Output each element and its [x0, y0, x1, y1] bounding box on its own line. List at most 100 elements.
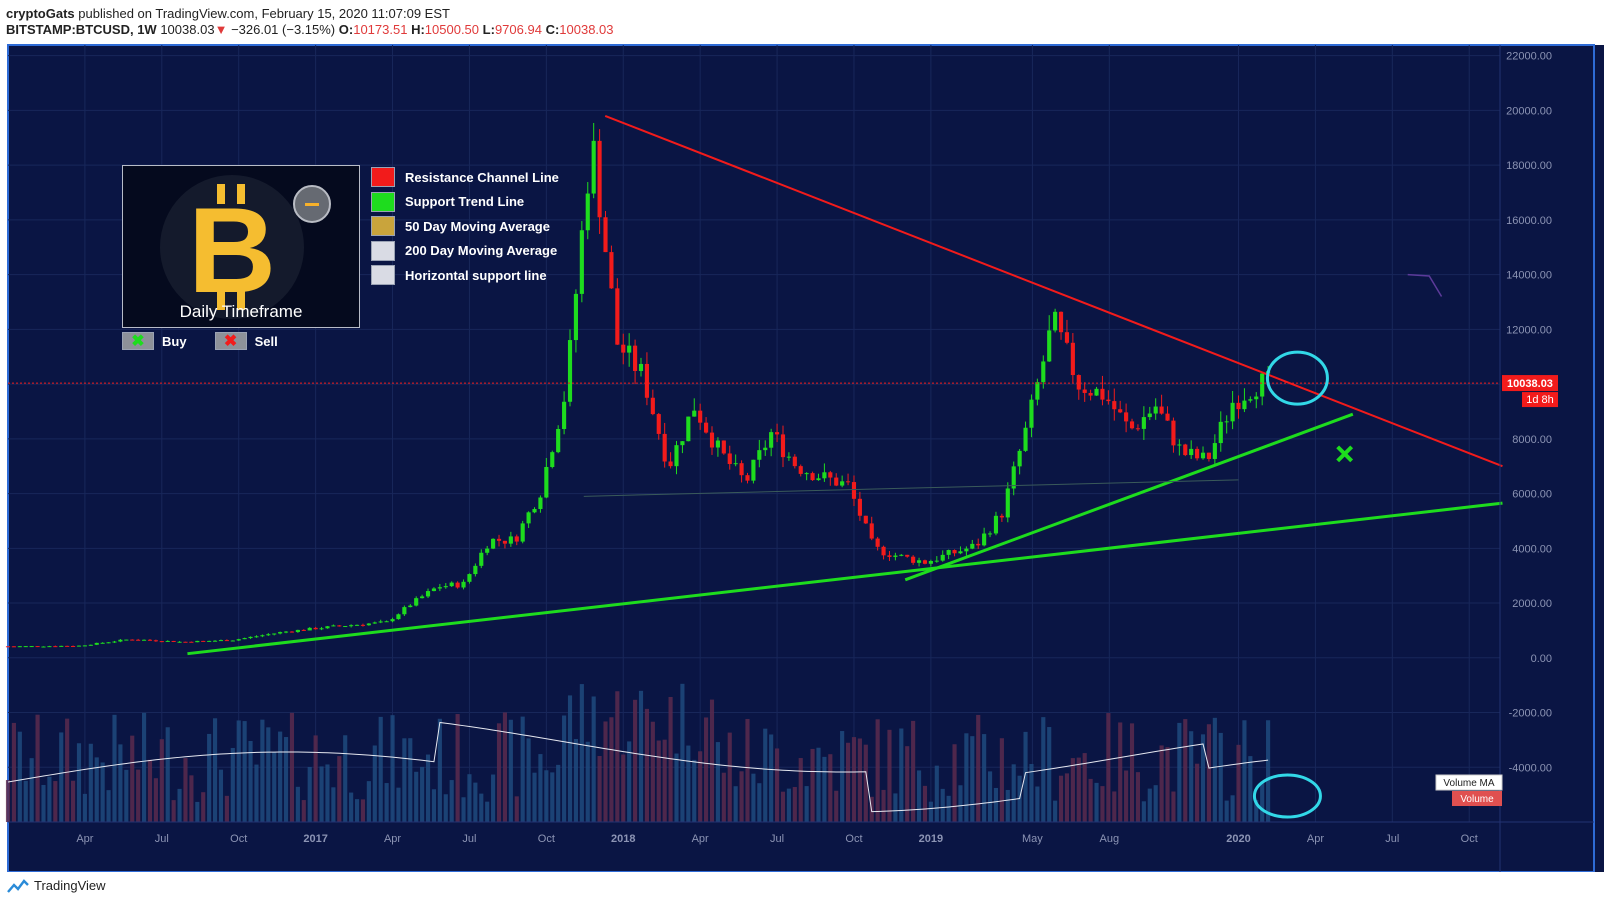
- last-price-label: 10038.03: [1507, 378, 1553, 390]
- candle-body: [1058, 311, 1064, 333]
- volume-bar: [1118, 722, 1123, 822]
- candle-body: [53, 646, 58, 648]
- candle-body: [650, 397, 655, 415]
- volume-bar: [763, 728, 768, 822]
- y-tick-label: 22000.00: [1506, 51, 1552, 63]
- volume-bar: [715, 742, 720, 822]
- volume-bar: [236, 720, 241, 822]
- volume-bar: [893, 793, 898, 822]
- candle-body: [1159, 406, 1164, 414]
- candle-body: [1248, 399, 1253, 401]
- candle-body: [763, 447, 768, 451]
- x-tick-label: Oct: [538, 833, 555, 845]
- candle-body: [260, 635, 265, 637]
- tradingview-cloud-icon: [7, 878, 29, 893]
- volume-bar: [402, 738, 407, 822]
- volume-bar: [183, 758, 188, 822]
- volume-bar: [579, 684, 584, 822]
- candlestick-series: [5, 122, 1271, 648]
- candle-body: [964, 548, 969, 552]
- legend-item-support: Support Trend Line: [371, 190, 559, 214]
- candle-body: [1005, 488, 1010, 518]
- candle-body: [656, 414, 661, 434]
- bitcoin-logo: B: [160, 175, 304, 319]
- ma50-swatch: [371, 216, 395, 237]
- volume-bar: [1165, 747, 1170, 822]
- volume-bar: [455, 714, 460, 822]
- y-tick-label: 8000.00: [1512, 434, 1552, 446]
- countdown-label: 1d 8h: [1526, 394, 1554, 406]
- volume-bar: [266, 727, 271, 822]
- volume-bar: [112, 714, 117, 822]
- volume-bar: [591, 696, 596, 822]
- high-label: H:: [411, 22, 425, 37]
- candle-body: [1171, 420, 1176, 446]
- volume-bar: [609, 717, 614, 822]
- candle-body: [567, 340, 573, 402]
- sell-label: Sell: [254, 333, 278, 349]
- author-name[interactable]: cryptoGats: [6, 6, 75, 21]
- candle-body: [479, 552, 484, 566]
- x-tick-label: 2017: [303, 833, 327, 845]
- volume-bar: [780, 791, 786, 822]
- candle-body: [1254, 396, 1259, 400]
- volume-bar: [674, 753, 679, 822]
- volume-bar: [100, 762, 105, 822]
- volume-bar: [479, 793, 484, 822]
- volume-bar: [562, 715, 567, 822]
- footer-brand[interactable]: TradingView: [6, 878, 106, 893]
- volume-bar: [159, 739, 164, 822]
- volume-bar: [786, 788, 791, 822]
- volume-bar: [491, 774, 496, 822]
- candle-body: [313, 627, 318, 630]
- candle-body: [461, 581, 466, 588]
- price-axis[interactable]: 22000.00 20000.00 18000.00 16000.00 14000.00…: [1435, 45, 1558, 872]
- candle-body: [987, 533, 993, 535]
- ma200-swatch: [371, 240, 395, 261]
- volume-bar: [887, 729, 892, 822]
- volume-bar: [224, 795, 229, 822]
- candle-body: [751, 459, 756, 481]
- close-value: 10038.03: [559, 22, 614, 37]
- volume-bar: [982, 734, 987, 822]
- volume-bar: [934, 765, 939, 822]
- candle-body: [704, 422, 709, 433]
- candle-body: [597, 140, 602, 218]
- time-axis[interactable]: Apr Jul Oct 2017 Apr Jul Oct 2018 Apr Jul Oct 2019 M…: [8, 821, 1594, 845]
- low-label: L:: [482, 22, 495, 37]
- volume-bar: [201, 792, 206, 822]
- collapse-button[interactable]: [293, 185, 331, 223]
- volume-bar: [473, 782, 478, 822]
- close-label: C:: [545, 22, 560, 37]
- volume-bar: [349, 792, 354, 822]
- volume-bar: [59, 732, 64, 822]
- volume-bar: [514, 796, 519, 822]
- buy-marker-b: [1336, 445, 1354, 463]
- y-tick-label: 20000.00: [1506, 105, 1552, 117]
- volume-bar: [195, 801, 200, 822]
- candle-body: [952, 550, 957, 554]
- candle-body: [272, 633, 277, 635]
- candle-body: [727, 453, 732, 465]
- candle-body: [82, 645, 87, 647]
- candle-body: [993, 515, 999, 534]
- volume-bar: [692, 759, 697, 822]
- volume-bar: [1100, 786, 1105, 822]
- x-tick-label: Apr: [1307, 833, 1324, 845]
- candle-body: [1236, 402, 1241, 410]
- candle-body: [414, 598, 419, 606]
- volume-bar: [171, 800, 176, 822]
- volume-bar: [958, 785, 963, 822]
- volume-bar: [922, 785, 928, 822]
- volume-bar: [627, 741, 632, 822]
- candle-body: [857, 498, 862, 516]
- volume-bar: [857, 738, 862, 822]
- candle-body: [662, 433, 667, 462]
- x-tick-label: Apr: [76, 833, 93, 845]
- volume-bar: [136, 769, 141, 822]
- volume-bar: [1248, 756, 1253, 822]
- volume-bar: [1212, 717, 1217, 822]
- volume-bar: [366, 781, 371, 822]
- annotation-circle-price: [1265, 350, 1329, 406]
- candle-body: [881, 546, 886, 556]
